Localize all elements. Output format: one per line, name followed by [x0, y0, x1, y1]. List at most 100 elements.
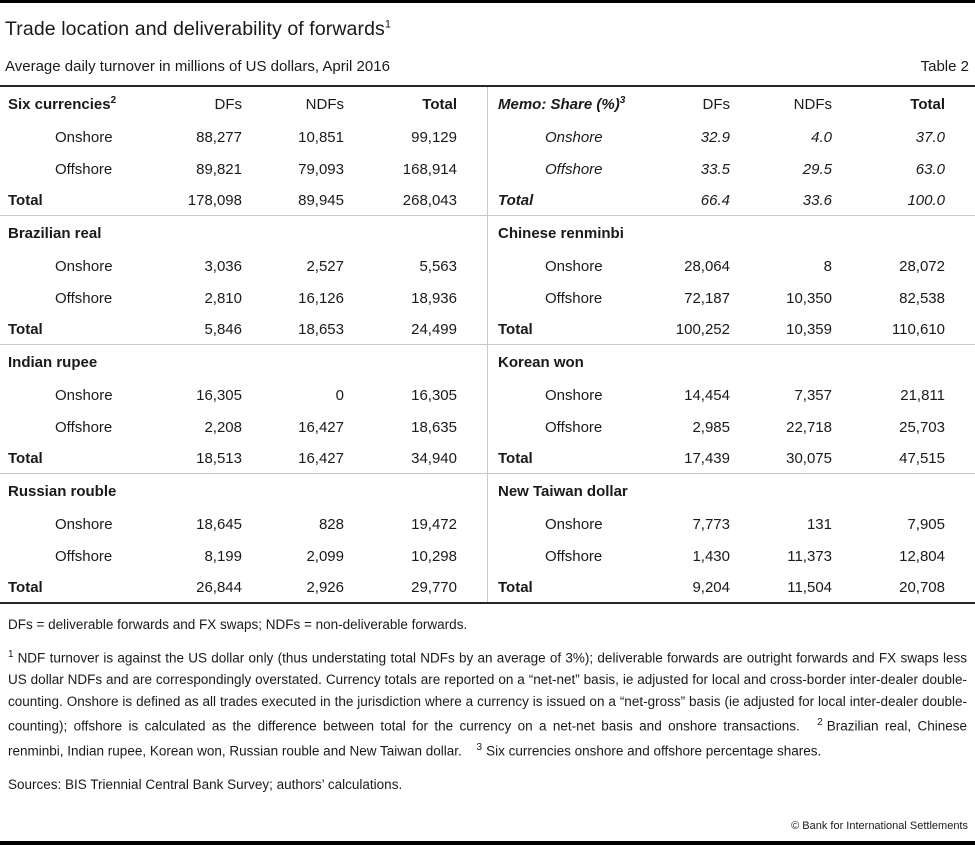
cell-value: 82,538 [899, 289, 945, 307]
page-title-text: Trade location and deliverability of for… [5, 18, 385, 40]
sources-line: Sources: BIS Triennial Central Bank Surv… [8, 777, 403, 792]
total-value: 29,770 [411, 578, 457, 596]
row-label: Onshore [545, 257, 603, 275]
row-label: Offshore [545, 160, 603, 178]
section-title-text: Russian rouble [8, 482, 117, 500]
row-label: Offshore [545, 289, 603, 307]
footnote-2-marker: 2 [817, 717, 823, 728]
total-value: 100,252 [675, 320, 730, 338]
total-row: Total 9,204 11,504 20,708 [498, 572, 945, 602]
total-value: 89,945 [298, 191, 344, 209]
cell-value: 4.0 [811, 128, 832, 146]
total-row: Total 18,513 16,427 34,940 [8, 443, 457, 473]
section-footnote-marker: 3 [619, 95, 626, 106]
total-value: 20,708 [899, 578, 945, 596]
cell-value: 7,357 [794, 386, 832, 404]
total-row: Total 5,846 18,653 24,499 [8, 314, 457, 344]
section-title-text: Korean won [498, 353, 584, 371]
cell-value: 7,773 [692, 515, 730, 533]
column-header: Total [910, 95, 945, 113]
cell-value: 10,298 [411, 547, 457, 565]
cell-value: 14,454 [684, 386, 730, 404]
total-label: Total [498, 449, 533, 467]
section-footnote-marker: 2 [110, 95, 117, 106]
cell-value: 18,936 [411, 289, 457, 307]
total-label: Total [498, 320, 533, 338]
cell-value: 21,811 [900, 386, 945, 404]
page-title-footnote-marker: 1 [384, 18, 392, 31]
cell-value: 28,064 [684, 257, 730, 275]
total-value: 9,204 [692, 578, 730, 596]
row-label: Onshore [545, 386, 603, 404]
column-header: DFs [214, 95, 243, 113]
total-label: Total [8, 191, 43, 209]
table-half-right: Korean won Onshore 14,454 7,357 21,811 Offsho… [487, 345, 975, 473]
row-label: Onshore [545, 515, 603, 533]
subtitle-row: Average daily turnover in millions of US… [0, 41, 975, 85]
total-value: 17,439 [684, 449, 730, 467]
cell-value: 10,350 [786, 289, 832, 307]
total-value: 268,043 [402, 191, 457, 209]
total-value: 18,513 [196, 449, 242, 467]
table-row: Onshore 28,064 8 28,072 [498, 250, 945, 282]
section-title: Korean won [498, 354, 630, 371]
cell-value: 2,099 [306, 547, 344, 565]
cell-value: 12,804 [899, 547, 945, 565]
footnote-3-text: Six currencies onshore and offshore perc… [486, 743, 822, 759]
footnote-3-marker: 3 [476, 742, 483, 753]
table-half-left: Brazilian real Onshore 3,036 2,527 5,563 Offs… [0, 216, 487, 344]
column-header: NDFs [305, 95, 344, 113]
table-number-label: Table 2 [920, 58, 969, 75]
footnote-paragraph: 1 NDF turnover is against the US dollar o… [8, 644, 967, 762]
table-half-left: Six currencies2 DFs NDFs Total Onshore 88,277… [0, 87, 487, 215]
cell-value: 22,718 [786, 418, 832, 436]
row-label: Offshore [55, 418, 113, 436]
abbreviations-note: DFs = deliverable forwards and FX swaps;… [8, 617, 468, 632]
table-row: Offshore 2,985 22,718 25,703 [498, 411, 945, 443]
section-title: New Taiwan dollar [498, 483, 630, 500]
table-half-right: Memo: Share (%)3 DFs NDFs Total Onshore 32.9 4… [487, 87, 975, 215]
cell-value: 37.0 [915, 128, 945, 146]
table-row: Offshore 2,208 16,427 18,635 [8, 411, 457, 443]
row-label: Onshore [55, 257, 113, 275]
table-row: Onshore 32.9 4.0 37.0 [498, 121, 945, 153]
total-value: 24,499 [411, 320, 457, 338]
table-half-right: Chinese renminbi Onshore 28,064 8 28,072 Offs… [487, 216, 975, 344]
total-label: Total [498, 191, 534, 209]
total-value: 178,098 [187, 191, 242, 209]
table-row: Offshore 89,821 79,093 168,914 [8, 153, 457, 185]
total-value: 30,075 [786, 449, 832, 467]
section-title: Six currencies2 [8, 95, 142, 113]
cell-value: 32.9 [700, 128, 730, 146]
section-title: Memo: Share (%)3 [498, 95, 630, 113]
cell-value: 79,093 [298, 160, 344, 178]
section-title-text: Brazilian real [8, 224, 102, 242]
table-row: Offshore 1,430 11,373 12,804 [498, 540, 945, 572]
table-section-row: Six currencies2 DFs NDFs Total Onshore 88,277… [0, 87, 975, 216]
table-row: Onshore 16,305 0 16,305 [8, 379, 457, 411]
table-row: Onshore 88,277 10,851 99,129 [8, 121, 457, 153]
table-subtitle: Average daily turnover in millions of US… [5, 58, 390, 75]
header-rule [0, 85, 975, 87]
table-row: Onshore 3,036 2,527 5,563 [8, 250, 457, 282]
cell-value: 8,199 [204, 547, 242, 565]
row-label: Onshore [55, 128, 113, 146]
section-header-row: Six currencies2 DFs NDFs Total [8, 87, 457, 121]
cell-value: 88,277 [196, 128, 242, 146]
cell-value: 28,072 [899, 257, 945, 275]
section-header-row: Brazilian real [8, 216, 457, 250]
section-header-row: Memo: Share (%)3 DFs NDFs Total [498, 87, 945, 121]
cell-value: 5,563 [419, 257, 457, 275]
cell-value: 0 [335, 386, 344, 404]
total-label: Total [8, 578, 43, 596]
section-title: Brazilian real [8, 225, 142, 242]
total-value: 10,359 [786, 320, 832, 338]
cell-value: 63.0 [915, 160, 945, 178]
section-title-text: Indian rupee [8, 353, 98, 371]
cell-value: 3,036 [204, 257, 242, 275]
cell-value: 16,427 [298, 418, 344, 436]
row-label: Onshore [55, 515, 113, 533]
cell-value: 25,703 [899, 418, 945, 436]
section-title-text: Six currencies [8, 96, 111, 113]
